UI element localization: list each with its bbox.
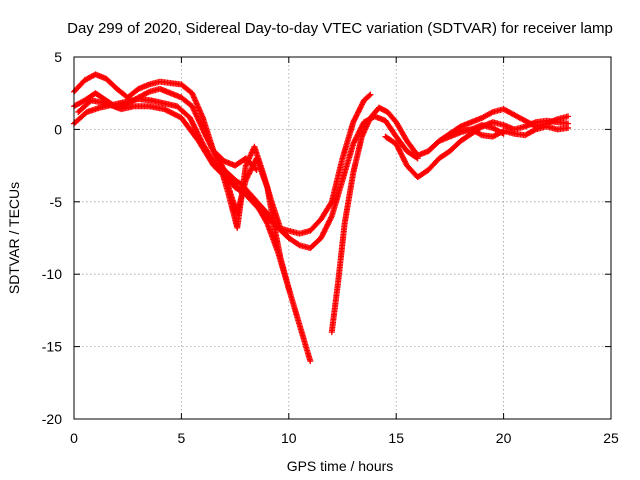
data-point (307, 358, 314, 365)
data-point (488, 109, 495, 116)
y-tick-label: -10 (42, 266, 62, 282)
data-point (531, 127, 538, 134)
series-track-9 (382, 117, 572, 181)
x-tick-label: 5 (178, 430, 186, 446)
x-tick-label: 15 (388, 430, 404, 446)
y-tick-label: -20 (42, 411, 62, 427)
y-tick-label: 5 (54, 49, 62, 65)
chart-title: Day 299 of 2020, Sidereal Day-to-day VTE… (67, 20, 613, 37)
series-track-7 (217, 143, 292, 241)
y-tick-label: -15 (42, 339, 62, 355)
series-track-3 (75, 91, 374, 237)
x-axis-label: GPS time / hours (287, 458, 394, 474)
data-point (263, 219, 270, 226)
data-point (285, 235, 292, 241)
data-point (477, 131, 484, 138)
data-point (367, 91, 374, 98)
series-track-11 (446, 123, 572, 140)
x-tick-label: 10 (281, 430, 297, 446)
x-tick-label: 20 (496, 430, 512, 446)
data-point (144, 89, 151, 96)
data-points (71, 71, 572, 365)
data-point (366, 92, 373, 99)
y-tick-label: 0 (54, 121, 62, 137)
data-point (285, 285, 292, 292)
y-axis-label: SDTVAR / TECUs (6, 182, 22, 294)
plot-frame (73, 56, 612, 420)
axis-ticks: 0 5 10 15 20 25 5 0 -5 -10 -15 -20 (42, 49, 619, 446)
data-point (565, 124, 572, 131)
x-tick-label: 0 (70, 430, 78, 446)
x-tick-label: 25 (603, 430, 619, 446)
data-point (565, 113, 572, 120)
data-point (295, 241, 302, 248)
y-tick-label: -5 (50, 194, 63, 210)
data-point (284, 233, 291, 240)
